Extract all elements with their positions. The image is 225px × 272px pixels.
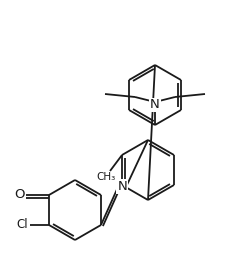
Text: CH₃: CH₃ [96, 172, 115, 182]
Text: Cl: Cl [16, 218, 28, 231]
Text: N: N [149, 98, 159, 112]
Text: N: N [117, 180, 126, 193]
Text: O: O [14, 188, 24, 202]
